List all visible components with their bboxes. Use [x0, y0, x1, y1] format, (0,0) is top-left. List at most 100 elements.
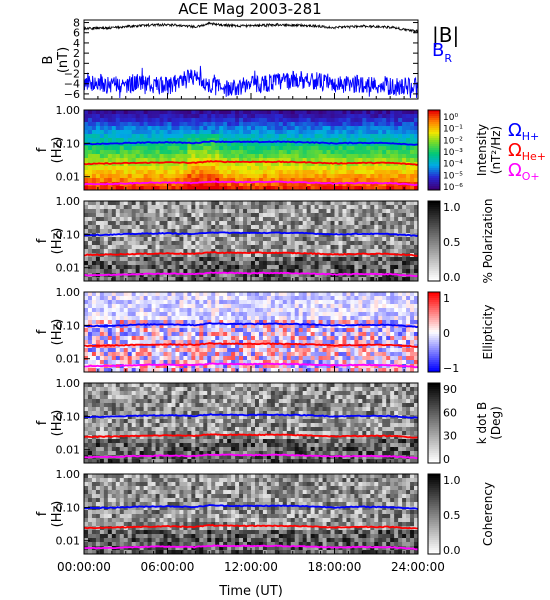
spectrogram-cell [219, 273, 224, 278]
spectrogram-cell [247, 138, 252, 143]
spectrogram-cell [231, 328, 236, 333]
spectrogram-cell [87, 336, 93, 341]
spectrogram-cell [111, 308, 117, 313]
spectrogram-cell [330, 178, 335, 183]
colorbar-cell [428, 245, 440, 248]
spectrogram-cell [155, 134, 160, 139]
spectrogram-cell [107, 146, 113, 151]
spectrogram-cell [187, 233, 192, 238]
spectrogram-cell [239, 150, 244, 155]
spectrogram-cell [159, 332, 164, 337]
spectrogram-cell [219, 150, 224, 155]
spectrogram-cell [123, 122, 129, 127]
spectrogram-cell [362, 352, 367, 357]
spectrogram-cell [294, 114, 300, 119]
spectrogram-cell [354, 201, 359, 206]
spectrogram-cell [306, 348, 312, 353]
spectrogram-cell [139, 360, 145, 365]
colorbar-cell [428, 136, 440, 139]
spectrogram-cell [151, 130, 156, 135]
spectrogram-cell [215, 356, 220, 361]
spectrogram-cell [290, 328, 296, 333]
spectrogram-cell [231, 277, 236, 282]
spectrogram-cell [290, 225, 296, 230]
spectrogram-cell [346, 174, 351, 179]
spectrogram-cell [350, 269, 355, 274]
spectrogram-cell [314, 229, 319, 234]
spectrogram-cell [151, 320, 156, 325]
spectrogram-cell [318, 213, 323, 218]
spectrogram-cell [334, 209, 339, 214]
spectrogram-cell [290, 126, 296, 131]
spectrogram-cell [203, 158, 208, 163]
spectrogram-cell [215, 277, 220, 282]
spectrogram-cell [247, 182, 252, 187]
spectrogram-cell [251, 146, 256, 151]
spectrogram-cell [163, 356, 168, 361]
spectrogram-cell [127, 213, 133, 218]
spectrogram-cell [167, 348, 172, 353]
spectrogram-cell [91, 261, 97, 266]
spectrogram-cell [262, 174, 268, 179]
spectrogram-cell [310, 336, 316, 341]
spectrogram-cell [163, 292, 168, 297]
spectrogram-cell [374, 150, 379, 155]
spectrogram-cell [159, 296, 164, 301]
spectrogram-cell [111, 352, 117, 357]
spectrogram-cell [310, 209, 316, 214]
spectrogram-cell [223, 296, 228, 301]
spectrogram-cell [123, 130, 129, 135]
spectrogram-cell [239, 265, 244, 270]
spectrogram-cell [195, 178, 200, 183]
spectrogram-cell [223, 154, 228, 159]
spectrogram-cell [119, 356, 125, 361]
spectrogram-cell [151, 213, 156, 218]
spectrogram-cell [286, 174, 292, 179]
spectrogram-cell [95, 114, 101, 119]
spectrogram-cell [215, 360, 220, 365]
spectrogram-cell [322, 154, 327, 159]
spectrogram-cell [282, 261, 288, 266]
spectrogram-cell [251, 320, 256, 325]
spectrogram-cell [266, 368, 272, 373]
spectrogram-cell [302, 138, 308, 143]
spectrogram-cell [358, 245, 363, 250]
spectrogram-cell [298, 253, 304, 258]
spectrogram-cell [151, 269, 156, 274]
spectrogram-cell [219, 312, 224, 317]
spectrogram-cell [326, 340, 331, 345]
spectrogram-cell [274, 348, 280, 353]
spectrogram-cell [227, 174, 232, 179]
spectrogram-cell [95, 348, 101, 353]
spectrogram-cell [310, 320, 316, 325]
spectrogram-cell [342, 340, 347, 345]
spectrogram-cell [294, 320, 300, 325]
spectrogram-cell [310, 150, 316, 155]
spectrogram-cell [362, 237, 367, 242]
spectrogram-cell [354, 209, 359, 214]
spectrogram-cell [386, 205, 391, 210]
spectrogram-cell [123, 114, 129, 119]
spectrogram-cell [179, 348, 184, 353]
spectrogram-cell [139, 154, 145, 159]
spectrogram-cell [390, 201, 395, 206]
spectrogram-cell [247, 201, 252, 206]
spectrogram-cell [155, 237, 160, 242]
spectrogram-cell [163, 296, 168, 301]
spectrogram-cell [354, 170, 359, 175]
spectrogram-cell [179, 217, 184, 222]
spectrogram-cell [203, 253, 208, 258]
spectrogram-cell [374, 300, 379, 305]
spectrogram-cell [298, 356, 304, 361]
spectrogram-cell [266, 110, 272, 115]
spectrogram-cell [350, 126, 355, 131]
spectrogram-cell [111, 134, 117, 139]
spectrogram-cell [350, 162, 355, 167]
spectrogram-cell [314, 217, 319, 222]
spectrogram-cell [406, 154, 411, 159]
spectrogram-cell [203, 340, 208, 345]
spectrogram-cell [258, 356, 264, 361]
spectrogram-cell [95, 221, 101, 226]
spectrogram-cell [191, 134, 196, 139]
